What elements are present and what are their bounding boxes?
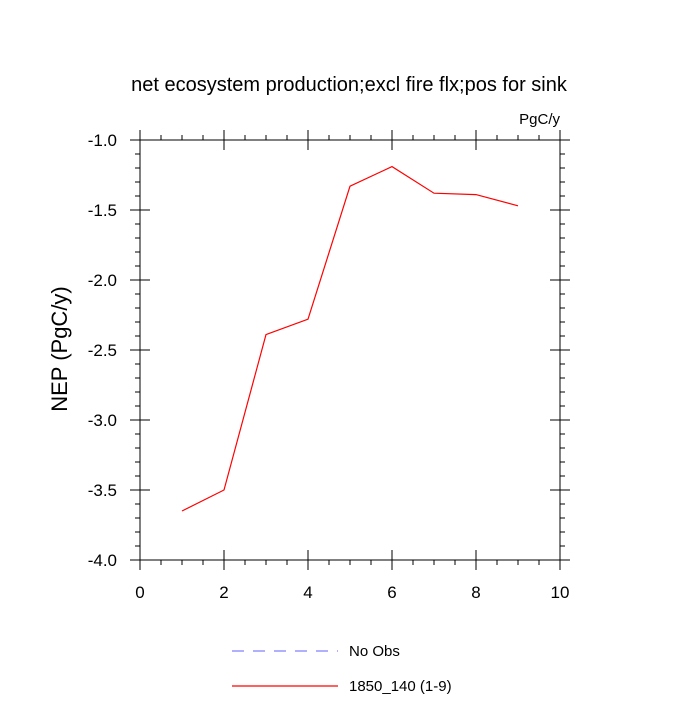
y-tick-label: -1.0 xyxy=(88,131,117,150)
x-tick-label: 2 xyxy=(219,583,228,602)
x-tick-label: 4 xyxy=(303,583,312,602)
y-tick-label: -4.0 xyxy=(88,551,117,570)
y-tick-label: -3.5 xyxy=(88,481,117,500)
plot-frame xyxy=(140,140,560,560)
y-tick-label: -1.5 xyxy=(88,201,117,220)
legend-label: No Obs xyxy=(349,643,400,660)
y-tick-label: -3.0 xyxy=(88,411,117,430)
x-tick-label: 10 xyxy=(551,583,570,602)
x-tick-label: 0 xyxy=(135,583,144,602)
y-tick-label: -2.5 xyxy=(88,341,117,360)
legend-label: 1850_140 (1-9) xyxy=(349,678,452,695)
series-layer xyxy=(182,167,518,512)
y-axis-label: NEP (PgC/y) xyxy=(47,286,72,412)
x-tick-label: 8 xyxy=(471,583,480,602)
chart-title: net ecosystem production;excl fire flx;p… xyxy=(131,74,568,96)
series-line xyxy=(182,167,518,511)
legend: No Obs 1850_140 (1-9) xyxy=(232,643,452,695)
units-label: PgC/y xyxy=(519,111,560,128)
x-tick-label: 6 xyxy=(387,583,396,602)
y-tick-label: -2.0 xyxy=(88,271,117,290)
